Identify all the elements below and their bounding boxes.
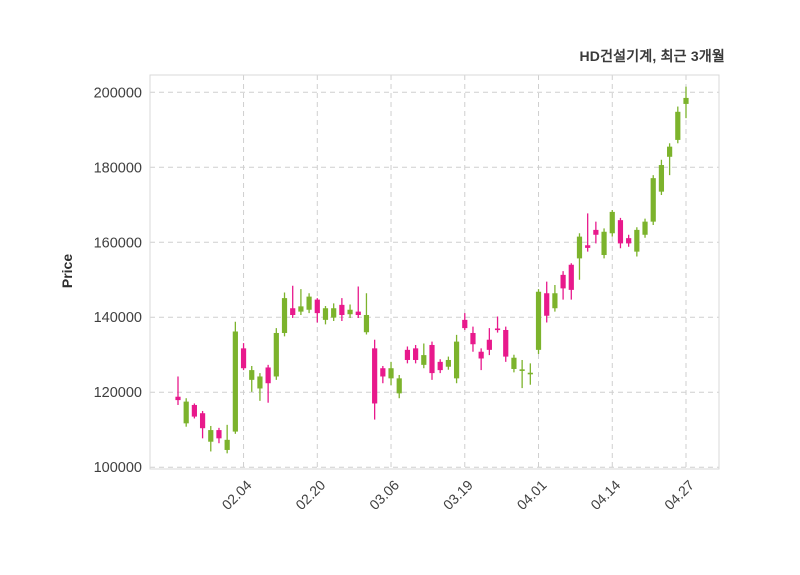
candle-body <box>372 348 378 404</box>
candle-body <box>380 368 386 377</box>
y-tick-label: 120000 <box>94 385 142 401</box>
candle-body <box>453 341 460 379</box>
candle-body <box>232 331 238 432</box>
candle-body <box>486 339 492 350</box>
candle-body <box>249 370 255 380</box>
candle-body <box>175 396 181 401</box>
x-tick-label: 04.01 <box>514 477 550 513</box>
candle-body <box>511 357 517 369</box>
candle-body <box>470 332 476 345</box>
candle-body <box>667 146 673 157</box>
candle-body <box>658 165 665 192</box>
candle-body <box>503 329 509 357</box>
candle-body <box>363 314 370 333</box>
candle-body <box>609 211 615 234</box>
candle-body <box>298 306 304 312</box>
y-tick-label: 200000 <box>94 85 142 101</box>
candle-body <box>413 348 419 360</box>
candle-body <box>331 308 337 318</box>
candle-body <box>404 349 411 360</box>
candle-body <box>535 291 542 350</box>
y-tick-label: 180000 <box>94 160 142 176</box>
candle-body <box>265 367 271 384</box>
candle-body <box>183 401 189 424</box>
candle-body <box>445 359 451 367</box>
candle-body <box>347 309 353 315</box>
candle-body <box>568 264 574 290</box>
candle-body <box>273 332 279 377</box>
candle-body <box>191 404 197 417</box>
plot-border <box>149 74 720 470</box>
candle-body <box>560 274 566 289</box>
x-tick-label: 03.06 <box>366 477 402 513</box>
candle-body <box>240 348 247 369</box>
candle-body <box>224 439 230 450</box>
candle-body <box>617 220 624 244</box>
candle-body <box>437 361 443 371</box>
x-tick-label: 04.14 <box>587 477 623 513</box>
candle-body <box>208 430 214 442</box>
candle-body <box>527 372 533 375</box>
candle-body <box>339 304 345 315</box>
candle-body <box>593 229 599 235</box>
candle-body <box>650 178 656 222</box>
candle-body <box>281 298 288 333</box>
y-tick-label: 160000 <box>94 235 142 251</box>
candle-body <box>634 229 640 252</box>
candle-body <box>642 221 648 235</box>
x-tick-label: 02.20 <box>292 477 328 513</box>
candle-body <box>478 351 484 359</box>
y-tick-label: 100000 <box>94 460 142 476</box>
candle-body <box>675 111 681 140</box>
x-tick-label: 02.04 <box>219 477 255 513</box>
candle-body <box>314 299 320 314</box>
candle-body <box>494 328 501 331</box>
candle-body <box>199 413 206 429</box>
candle-body <box>552 293 558 309</box>
y-tick-label: 140000 <box>94 310 142 326</box>
candle-body <box>257 376 263 389</box>
y-axis-title: Price <box>59 253 75 289</box>
candle-body <box>290 308 296 315</box>
candle-body <box>626 238 632 244</box>
x-tick-label: 03.19 <box>440 477 476 513</box>
chart-title: HD건설기계, 최근 3개월 <box>579 48 725 64</box>
candle-body <box>576 236 583 259</box>
x-tick-label: 04.27 <box>661 477 697 513</box>
candle-body <box>429 344 435 374</box>
candle-body <box>683 97 689 104</box>
candle-body <box>306 296 312 310</box>
candle-body <box>216 430 222 439</box>
candle-body <box>322 308 329 320</box>
candle-body <box>421 355 427 365</box>
candle-body <box>601 231 607 256</box>
candle-body <box>544 293 550 316</box>
candle-body <box>388 368 394 379</box>
candle-body <box>519 369 525 371</box>
candle-body <box>462 319 468 329</box>
candle-body <box>355 311 361 315</box>
candle-body <box>396 378 402 394</box>
candle-body <box>585 245 591 248</box>
